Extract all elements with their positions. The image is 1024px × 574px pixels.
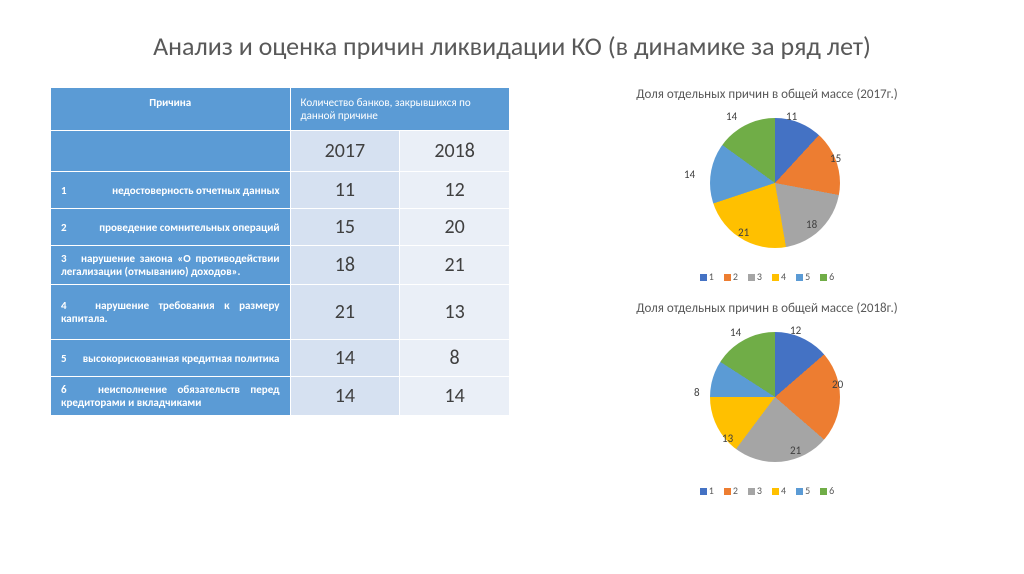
legend-item: 1 [700, 270, 714, 283]
legend-2018: 123456 [700, 484, 834, 497]
legend-item: 5 [796, 270, 810, 283]
pie-slice-label: 11 [786, 110, 797, 123]
table-header-row: Причина Количество банков, закрывшихся п… [51, 88, 510, 131]
legend-item: 6 [820, 484, 834, 497]
pie-slice-label: 21 [738, 226, 749, 239]
val-6-2018: 14 [400, 377, 510, 416]
page-title: Анализ и оценка причин ликвидации КО (в … [50, 30, 974, 62]
val-3-2018: 21 [400, 246, 510, 285]
pie-slice-label: 15 [830, 152, 841, 165]
reason-4: 4 нарушение требования к размеру капитал… [51, 285, 291, 340]
pie-chart-2018: 12 20 21 13 8 14 [682, 324, 852, 474]
val-2-2018: 20 [400, 209, 510, 246]
legend-item: 6 [820, 270, 834, 283]
legend-item: 2 [724, 484, 738, 497]
pie-slice-label: 14 [726, 110, 737, 123]
table-row: 2проведение сомнительных операций 15 20 [51, 209, 510, 246]
pie-slice-label: 14 [730, 326, 741, 339]
val-6-2017: 14 [290, 377, 400, 416]
table-row: 6 неисполнение обязательств перед кредит… [51, 377, 510, 416]
reason-2: 2проведение сомнительных операций [51, 209, 291, 246]
val-1-2018: 12 [400, 172, 510, 209]
pie-chart-2017: 11 15 18 21 14 14 [682, 110, 852, 260]
legend-item: 3 [748, 484, 762, 497]
pie-slice-label: 12 [790, 324, 801, 337]
reason-5: 5высокорискованная кредитная политика [51, 340, 291, 377]
val-1-2017: 11 [290, 172, 400, 209]
chart-2017-title: Доля отдельных причин в общей массе (201… [636, 87, 898, 102]
pie-slice-label: 20 [832, 378, 843, 391]
pie-slice-label: 18 [806, 218, 817, 231]
reason-3: 3 нарушение закона «О противодействии ле… [51, 246, 291, 285]
table-row: 1недостоверность отчетных данных 11 12 [51, 172, 510, 209]
pie-slice-label: 8 [694, 386, 700, 399]
legend-item: 4 [772, 484, 786, 497]
chart-2018-title: Доля отдельных причин в общей массе (201… [636, 301, 898, 316]
pie-slice-label: 13 [722, 432, 733, 445]
data-table-container: Причина Количество банков, закрывшихся п… [50, 87, 510, 511]
pie-slice-label: 21 [790, 444, 801, 457]
val-4-2017: 21 [290, 285, 400, 340]
reason-6: 6 неисполнение обязательств перед кредит… [51, 377, 291, 416]
col-header-reason: Причина [51, 88, 291, 131]
empty-cell [51, 131, 291, 172]
col-header-count: Количество банков, закрывшихся по данной… [290, 88, 510, 131]
reason-1: 1недостоверность отчетных данных [51, 172, 291, 209]
legend-2017: 123456 [700, 270, 834, 283]
reasons-table: Причина Количество банков, закрывшихся п… [50, 87, 510, 416]
val-5-2017: 14 [290, 340, 400, 377]
legend-item: 1 [700, 484, 714, 497]
table-row: 5высокорискованная кредитная политика 14… [51, 340, 510, 377]
pie-slice-label: 14 [684, 168, 695, 181]
table-row: 4 нарушение требования к размеру капитал… [51, 285, 510, 340]
legend-item: 5 [796, 484, 810, 497]
legend-item: 4 [772, 270, 786, 283]
legend-item: 3 [748, 270, 762, 283]
table-row: 3 нарушение закона «О противодействии ле… [51, 246, 510, 285]
val-2-2017: 15 [290, 209, 400, 246]
val-4-2018: 13 [400, 285, 510, 340]
legend-item: 2 [724, 270, 738, 283]
year-2018: 2018 [400, 131, 510, 172]
val-5-2018: 8 [400, 340, 510, 377]
year-2017: 2017 [290, 131, 400, 172]
table-year-row: 2017 2018 [51, 131, 510, 172]
val-3-2017: 18 [290, 246, 400, 285]
